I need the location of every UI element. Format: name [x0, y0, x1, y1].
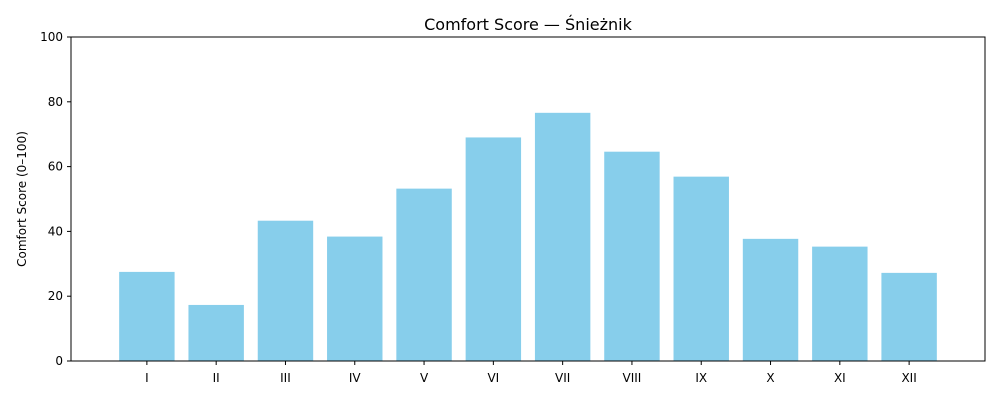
y-axis-label: Comfort Score (0–100)	[15, 131, 29, 267]
bar-II	[188, 304, 244, 361]
y-tick-label: 100	[40, 30, 63, 44]
bar-VI	[465, 137, 522, 361]
y-tick-label: 60	[48, 160, 63, 174]
x-tick-label: VIII	[623, 371, 642, 385]
bar-VIII	[604, 151, 660, 361]
y-tick-label: 80	[48, 95, 63, 109]
x-tick-label: III	[280, 371, 291, 385]
x-tick-label: IX	[695, 371, 707, 385]
y-tick-label: 20	[48, 289, 63, 303]
y-tick-label: 40	[48, 224, 63, 238]
x-tick-label: XII	[901, 371, 916, 385]
bar-III	[257, 220, 314, 361]
bar-V	[396, 188, 452, 361]
y-axis-ticks: 0 20 40 60 80 100	[40, 30, 71, 368]
bar-XI	[812, 246, 868, 361]
chart-title: Comfort Score — Śnieżnik	[424, 15, 632, 34]
x-axis-ticks: I II III IV V VI VII VIII IX X XI XII	[145, 361, 917, 385]
x-tick-label: I	[145, 371, 149, 385]
x-tick-label: V	[420, 371, 429, 385]
x-tick-label: II	[213, 371, 220, 385]
bar-IV	[327, 236, 383, 361]
bars-group	[119, 112, 937, 361]
x-tick-label: X	[766, 371, 774, 385]
plot-frame	[70, 36, 986, 362]
bar-X	[742, 238, 799, 361]
bar-I	[119, 271, 175, 361]
bar-XII	[881, 272, 937, 361]
bar-VII	[534, 112, 591, 361]
x-tick-label: XI	[834, 371, 846, 385]
x-tick-label: VII	[555, 371, 570, 385]
x-tick-label: VI	[487, 371, 499, 385]
y-tick-label: 0	[55, 354, 63, 368]
bar-IX	[673, 176, 729, 361]
x-tick-label: IV	[349, 371, 362, 385]
